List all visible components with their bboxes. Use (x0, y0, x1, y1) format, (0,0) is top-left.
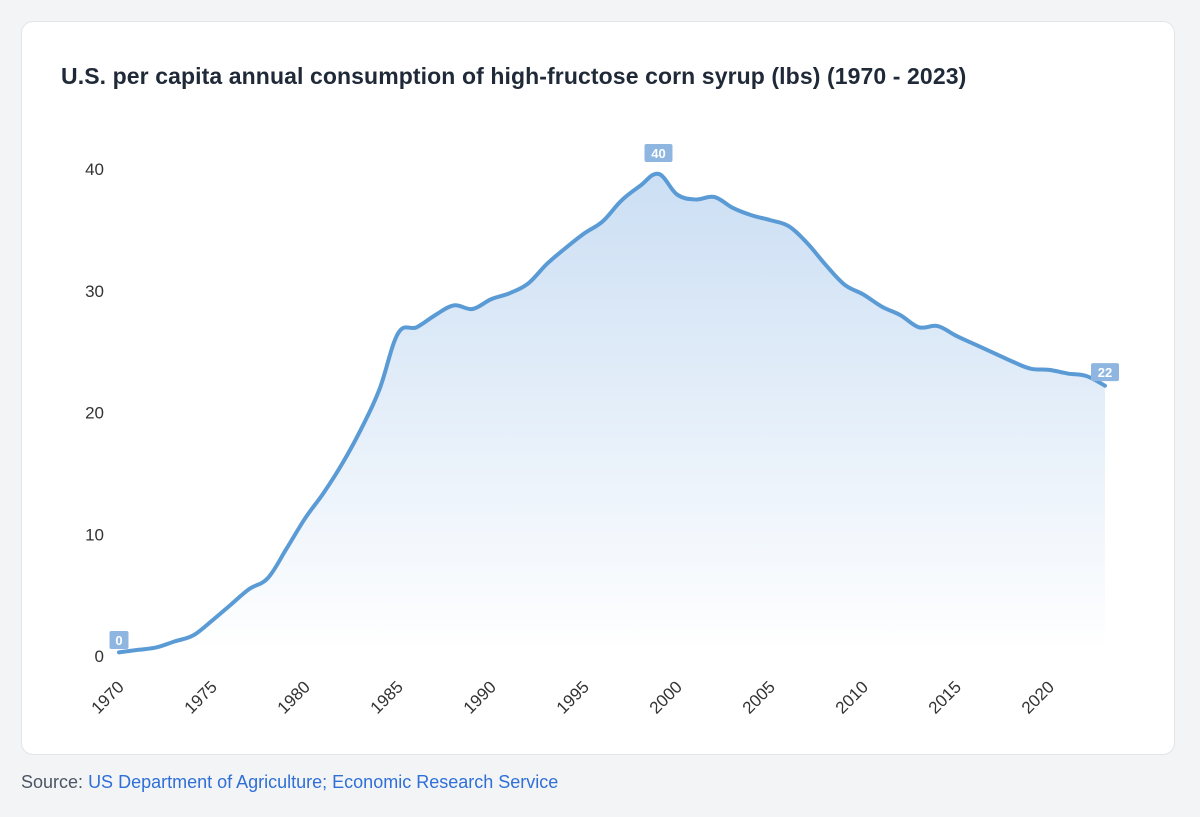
data-point-2002 (712, 195, 716, 199)
source-note: Source: US Department of Agriculture; Ec… (21, 772, 558, 793)
chart-title: U.S. per capita annual consumption of hi… (61, 63, 967, 89)
x-tick-label: 1970 (88, 677, 128, 717)
data-point-2010 (861, 292, 865, 296)
data-point-1985 (396, 331, 400, 335)
value-badge-label: 22 (1098, 365, 1112, 380)
data-point-1984 (377, 387, 381, 391)
data-point-2007 (805, 241, 809, 245)
data-point-1970 (117, 650, 121, 654)
data-point-1999 (657, 172, 661, 176)
data-point-2016 (973, 342, 977, 346)
x-axis: 1970 1975 1980 1985 1990 1995 2000 2005 2010 2015… (88, 677, 1058, 717)
data-point-2014 (936, 324, 940, 328)
data-point-1989 (470, 307, 474, 311)
x-tick-label: 2020 (1018, 677, 1058, 717)
data-point-1994 (563, 246, 567, 250)
data-point-2012 (898, 313, 902, 317)
x-tick-label: 1975 (181, 677, 221, 717)
data-point-2000 (675, 193, 679, 197)
data-point-2008 (824, 263, 828, 267)
data-point-2005 (768, 218, 772, 222)
x-tick-label: 1980 (274, 677, 314, 717)
data-point-2019 (1029, 367, 1033, 371)
data-point-1978 (266, 576, 270, 580)
data-point-1991 (508, 291, 512, 295)
y-axis: 0 10 20 30 40 (85, 160, 104, 666)
data-point-1986 (415, 325, 419, 329)
data-point-2001 (694, 197, 698, 201)
data-point-1990 (489, 297, 493, 301)
value-badge-bg (644, 144, 673, 162)
data-point-1981 (322, 491, 326, 495)
data-point-1997 (619, 199, 623, 203)
value-badge-label: 0 (115, 633, 122, 648)
x-tick-label: 2015 (925, 677, 965, 717)
data-point-2021 (1066, 372, 1070, 376)
annotations: 0 40 22 (109, 144, 1119, 649)
data-point-2006 (787, 224, 791, 228)
data-point-1996 (601, 219, 605, 223)
data-point-2013 (917, 325, 921, 329)
value-badge-bg (109, 631, 129, 649)
data-point-1971 (136, 648, 140, 652)
data-point-1987 (433, 313, 437, 317)
x-tick-label: 2010 (832, 677, 872, 717)
data-point-1993 (545, 262, 549, 266)
x-tick-label: 1995 (553, 677, 593, 717)
data-point-2011 (880, 305, 884, 309)
data-point-1974 (191, 633, 195, 637)
y-tick-label: 20 (85, 404, 104, 423)
data-point-2017 (991, 351, 995, 355)
x-tick-label: 1990 (460, 677, 500, 717)
x-tick-label: 1985 (367, 677, 407, 717)
source-prefix: Source: (21, 772, 84, 792)
value-badge-label: 40 (651, 146, 665, 161)
data-point-2015 (954, 334, 958, 338)
x-tick-label: 2000 (646, 677, 686, 717)
y-tick-label: 30 (85, 282, 104, 301)
data-point-1992 (526, 281, 530, 285)
y-tick-label: 10 (85, 525, 104, 544)
data-point-2009 (843, 283, 847, 287)
value-badge: 0 (109, 631, 129, 649)
data-point-1995 (582, 232, 586, 236)
data-point-2022 (1084, 374, 1088, 378)
data-point-1988 (452, 303, 456, 307)
data-point-1998 (638, 184, 642, 188)
value-badge: 22 (1091, 363, 1119, 382)
data-point-1983 (359, 428, 363, 432)
data-point-2023 (1103, 384, 1107, 388)
source-link[interactable]: US Department of Agriculture; Economic R… (88, 772, 559, 792)
data-point-2020 (1047, 368, 1051, 372)
data-point-1982 (340, 462, 344, 466)
series-line (117, 171, 1107, 655)
data-point-1979 (284, 547, 288, 551)
data-point-1975 (210, 619, 214, 623)
x-tick-label: 2005 (739, 677, 779, 717)
value-badge-bg (1091, 363, 1119, 382)
data-point-2003 (731, 206, 735, 210)
data-point-1980 (303, 516, 307, 520)
data-point-1976 (229, 603, 233, 607)
data-point-2018 (1010, 359, 1014, 363)
data-point-1977 (247, 587, 251, 591)
data-point-1973 (173, 639, 177, 643)
data-point-1972 (154, 645, 158, 649)
y-tick-label: 40 (85, 160, 104, 179)
y-tick-label: 0 (95, 647, 104, 666)
value-badge: 40 (644, 144, 673, 162)
data-point-2004 (750, 213, 754, 217)
